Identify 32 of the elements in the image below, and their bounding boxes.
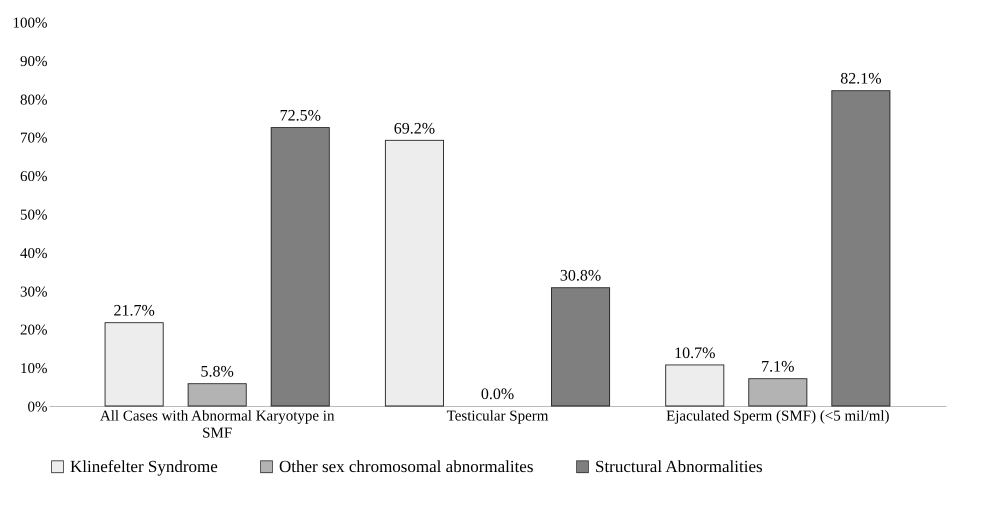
x-tick-label: Testicular Sperm [446,408,549,424]
y-tick-label: 10% [20,361,48,378]
y-tick-label: 100% [12,16,48,32]
bar [104,322,164,406]
data-label: 69.2% [394,120,436,138]
y-tick-label: 50% [20,208,48,224]
legend-label: Klinefelter Syndrome [70,456,218,476]
legend-label: Other sex chromosomal abnormalites [279,456,534,476]
data-label: 7.1% [761,358,794,376]
bar [270,127,330,406]
y-tick-label: 20% [20,322,48,339]
bar [665,364,724,406]
bar [831,90,890,406]
bar [551,287,610,406]
y-tick-label: 70% [20,130,48,147]
data-label: 82.1% [840,70,882,88]
bar [384,140,444,406]
y-tick-label: 90% [20,54,48,70]
y-tick-label: 40% [20,246,48,262]
data-label: 5.8% [200,364,234,381]
data-label: 0.0% [480,386,514,403]
data-label: 10.7% [674,344,716,362]
y-tick-label: 0% [28,400,48,416]
y-tick-label: 80% [20,92,48,108]
x-tick-label: All Cases with Abnormal Karyotype in SMF [100,408,335,442]
data-label: 21.7% [113,302,155,320]
data-label: 30.8% [560,268,602,285]
x-tick-label: Ejaculated Sperm (SMF) (<5 mil/ml) [666,408,890,424]
data-label: 72.5% [280,108,321,125]
y-tick-label: 30% [20,284,48,300]
legend-label: Structural Abnormalities [595,456,763,476]
y-tick-label: 60% [20,169,48,186]
